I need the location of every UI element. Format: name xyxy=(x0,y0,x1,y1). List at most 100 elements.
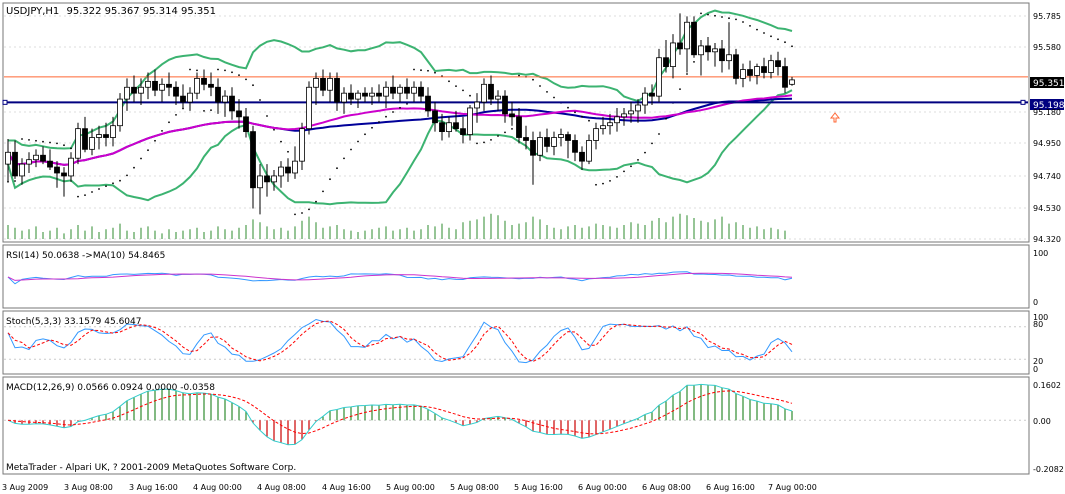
candle-body xyxy=(586,140,592,162)
candle-body xyxy=(684,21,690,50)
sar-dot xyxy=(413,68,415,71)
sar-dot xyxy=(721,16,723,18)
candle-body xyxy=(194,78,200,94)
y-tick-label: 95.785 xyxy=(1033,12,1061,21)
candle-body xyxy=(145,80,151,88)
sar-dot xyxy=(385,115,387,118)
sar-dot xyxy=(224,69,226,72)
candle-body xyxy=(446,122,452,133)
macd-panel[interactable] xyxy=(2,376,1030,475)
sar-dot xyxy=(553,96,555,99)
candle-body xyxy=(558,134,564,138)
macd-main-line xyxy=(7,383,793,446)
sar-dot xyxy=(203,110,205,112)
candle-body xyxy=(719,48,725,62)
candle-body xyxy=(68,157,74,177)
x-tick-label: 4 Aug 08:00 xyxy=(257,483,306,492)
y-tick-label: 95.180 xyxy=(1033,108,1061,117)
sar-dot xyxy=(574,111,576,114)
sar-dot xyxy=(343,157,345,160)
candle-body xyxy=(257,175,263,189)
rsi-tick: 100 xyxy=(1033,249,1048,258)
candle-body xyxy=(537,137,543,156)
sar-dot xyxy=(70,147,72,150)
candle-body xyxy=(523,137,529,141)
sar-dot xyxy=(147,149,149,152)
stoch-tick: 80 xyxy=(1033,320,1043,329)
candle-body xyxy=(215,86,221,103)
candle-body xyxy=(607,122,613,127)
candle-body xyxy=(47,160,53,168)
main-panel[interactable] xyxy=(2,2,1030,243)
x-tick-label: 5 Aug 00:00 xyxy=(386,483,435,492)
stoch-tick: 0 xyxy=(1033,365,1038,374)
rsi-panel[interactable] xyxy=(2,244,1030,309)
candle-body xyxy=(754,66,760,76)
candle-body xyxy=(138,86,144,94)
sar-dot xyxy=(784,41,786,44)
sar-dot xyxy=(770,35,772,38)
sar-dot xyxy=(112,182,114,185)
candle-body xyxy=(530,140,536,156)
sar-dot xyxy=(763,32,765,34)
candle-body xyxy=(698,45,704,56)
candle-body xyxy=(579,151,585,162)
candle-body xyxy=(439,122,445,133)
candle-body xyxy=(390,86,396,94)
candle-body xyxy=(404,86,410,94)
sar-dot xyxy=(434,71,436,74)
sar-dot xyxy=(658,133,660,135)
sar-dot xyxy=(735,18,737,21)
sar-dot xyxy=(350,148,352,151)
candle-body xyxy=(355,92,361,100)
sar-dot xyxy=(336,167,338,170)
stoch-panel[interactable] xyxy=(2,310,1030,375)
rsi-tick: 0 xyxy=(1033,298,1038,307)
sar-dot xyxy=(497,135,499,137)
candle-body xyxy=(334,78,340,103)
sar-dot xyxy=(56,142,58,145)
candle-body xyxy=(278,166,284,177)
sar-dot xyxy=(14,180,16,182)
sar-dot xyxy=(406,103,408,105)
sar-dot xyxy=(378,121,380,123)
candle-body xyxy=(677,42,683,50)
candle-body xyxy=(61,172,67,177)
sar-dot xyxy=(273,128,275,131)
stoch-d-line xyxy=(7,320,793,363)
candle-body xyxy=(733,54,739,79)
y-tick-label: 94.950 xyxy=(1033,139,1061,148)
sar-dot xyxy=(700,12,702,15)
sar-dot xyxy=(427,69,429,72)
sar-dot xyxy=(791,45,793,48)
sar-dot xyxy=(728,17,730,20)
candle-body xyxy=(124,86,130,100)
sar-dot xyxy=(686,73,688,75)
sar-dot xyxy=(315,200,317,203)
sar-dot xyxy=(140,157,142,160)
stoch-tick: 100 xyxy=(1033,313,1048,322)
x-tick-label: 4 Aug 00:00 xyxy=(193,483,242,492)
candle-body xyxy=(341,92,347,103)
candle-body xyxy=(628,110,634,115)
sar-dot xyxy=(28,139,30,141)
candle-body xyxy=(166,83,172,88)
candle-body xyxy=(250,131,256,189)
sar-dot xyxy=(266,115,268,117)
sar-dot xyxy=(448,80,450,83)
candle-body xyxy=(593,128,599,141)
x-tick-label: 4 Aug 16:00 xyxy=(322,483,371,492)
sar-dot xyxy=(252,84,254,87)
candle-body xyxy=(397,86,403,94)
bollinger-lower-line xyxy=(7,89,793,206)
candle-body xyxy=(33,154,39,161)
candle-body xyxy=(12,151,18,177)
candle-body xyxy=(26,159,32,165)
sar-dot xyxy=(161,130,163,132)
sar-dot xyxy=(567,106,569,109)
candle-body xyxy=(173,86,179,97)
sar-dot xyxy=(399,106,401,109)
x-axis: 3 Aug 2009 3 Aug 08:00 3 Aug 16:00 4 Aug… xyxy=(2,483,817,492)
candle-body xyxy=(117,98,123,127)
